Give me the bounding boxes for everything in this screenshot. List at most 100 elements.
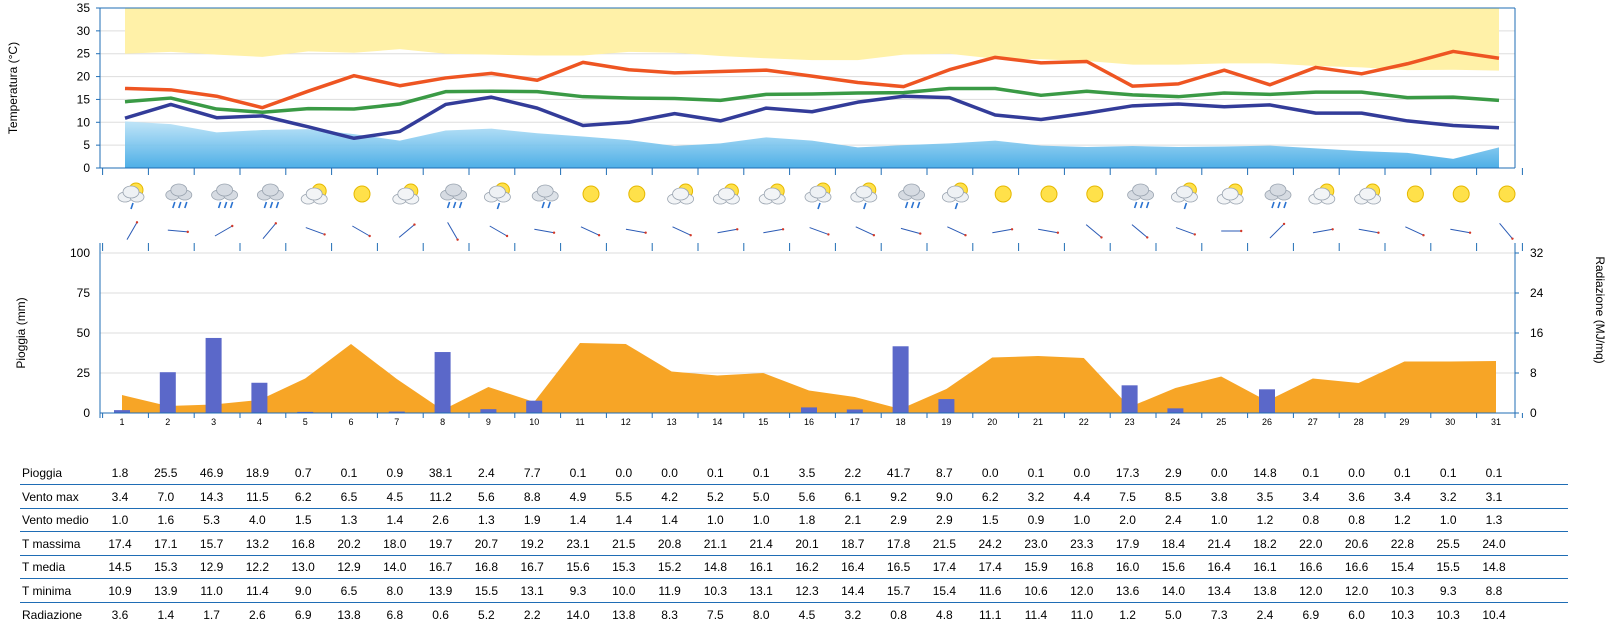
rain-drop [1133, 201, 1138, 209]
table-cell: 18.4 [1161, 536, 1186, 551]
rain-xtick-label: 25 [1216, 417, 1226, 427]
rain-drop [916, 201, 921, 209]
rain-xtick-label: 19 [941, 417, 951, 427]
radiation-ytick-label: 16 [1530, 326, 1544, 340]
table-cell: 0.1 [1439, 466, 1457, 480]
cloud-part [1359, 187, 1376, 201]
row-separator [20, 602, 1568, 603]
table-cell: 5.2 [707, 489, 724, 504]
table-cell: 17.4 [108, 536, 132, 551]
rain-xtick-label: 14 [712, 417, 722, 427]
table-cell: 3.1 [1485, 489, 1503, 504]
rain-xtick-label: 26 [1262, 417, 1272, 427]
sun-disc [994, 185, 1012, 203]
rain-xtick-label: 3 [211, 417, 216, 427]
partly-cloudy-icon [667, 183, 694, 205]
table-cell: 38.1 [428, 466, 453, 480]
row-separator [20, 531, 1568, 533]
rain-bar [251, 382, 268, 413]
table-cell: 11.6 [978, 584, 1002, 598]
cloudy-rain-icon [256, 183, 284, 209]
wind-direction-icon [167, 229, 188, 233]
table-cell: 6.2 [294, 489, 312, 504]
table-cell: 14.8 [1482, 560, 1506, 575]
table-cell: 1.2 [1256, 513, 1274, 528]
table-cell: 6.5 [340, 584, 358, 598]
table-cell: 2.9 [936, 513, 953, 528]
cloud-part [718, 187, 735, 201]
table-cell: 1.3 [478, 513, 495, 528]
temp-ytick-label: 10 [77, 115, 91, 129]
table-cell: 10.4 [1482, 607, 1506, 622]
wind-direction-icon [1450, 228, 1471, 234]
table-cell: 13.8 [612, 607, 636, 622]
temp-ytick-label: 35 [77, 1, 91, 15]
table-cell: 23.1 [566, 536, 590, 551]
table-cell: 24.2 [978, 536, 1002, 551]
cloud-part [445, 183, 463, 197]
cloud-part [855, 185, 873, 199]
wind-direction-icon [809, 227, 829, 235]
rain-drop [817, 202, 821, 210]
table-cell: 1.3 [340, 513, 358, 528]
partly-cloudy-icon [300, 183, 328, 205]
table-cell: 13.9 [154, 584, 178, 598]
table-cell: 11.1 [978, 607, 1002, 622]
sun-disc [1086, 185, 1104, 203]
table-cell: 4.5 [386, 489, 404, 504]
table-cell: 0.1 [1485, 466, 1503, 480]
wind-direction-icon [1499, 223, 1513, 239]
table-cell: 0.8 [1348, 513, 1365, 528]
row-label: Vento medio [22, 513, 89, 528]
table-cell: 16.0 [1115, 560, 1140, 575]
wind-direction-icon [1038, 228, 1058, 234]
table-cell: 1.0 [1439, 513, 1457, 528]
table-cell: 15.6 [566, 560, 590, 575]
cloud-part [536, 184, 554, 198]
rain-ytick-label: 100 [70, 246, 90, 260]
table-cell: 13.8 [337, 607, 361, 622]
wind-tail [1468, 231, 1472, 234]
table-cell: 1.2 [1119, 607, 1136, 622]
rain-xtick-label: 28 [1354, 417, 1364, 427]
sun-icon [353, 185, 371, 203]
table-cell: 16.5 [886, 560, 911, 575]
table-cell: 20.7 [474, 536, 499, 551]
table-cell: 20.1 [795, 536, 819, 551]
rain-drop [1139, 201, 1144, 209]
row-label: Vento max [22, 489, 79, 504]
rain-xtick-label: 10 [529, 417, 539, 427]
table-row: T minima 10.9 13.9 11.0 11.4 9.0 6.5 8.0 13.9 15.… [0, 579, 1608, 604]
table-cell: 24.0 [1482, 536, 1506, 551]
table-cell: 6.2 [981, 489, 999, 504]
table-cell: 11.2 [429, 489, 452, 504]
wind-tail [1056, 231, 1060, 234]
table-cell: 6.1 [844, 489, 862, 504]
table-cell: 0.9 [386, 466, 404, 480]
rain-xtick-label: 5 [303, 417, 308, 427]
table-cell: 16.1 [749, 560, 773, 575]
temp-ytick-label: 5 [83, 138, 90, 152]
table-cell: 2.6 [249, 607, 266, 622]
partly-cloudy-icon [713, 183, 740, 205]
cloud-part [672, 187, 689, 201]
table-cell: 3.2 [1439, 489, 1457, 504]
row-label: T media [22, 560, 66, 575]
sun-disc [1452, 185, 1470, 203]
rain-xtick-label: 20 [987, 417, 997, 427]
wind-direction-icon [900, 227, 921, 235]
rain-bar [526, 400, 543, 413]
rain-drop [130, 202, 134, 210]
wind-tail [135, 221, 139, 224]
wind-tail [1146, 236, 1149, 239]
table-cell: 23.0 [1024, 536, 1048, 551]
sun-icon [994, 185, 1012, 203]
table-cell: 14.0 [383, 560, 407, 575]
table-cell: 1.9 [523, 513, 541, 528]
wind-tail [644, 231, 647, 234]
table-cell: 16.7 [428, 560, 453, 575]
row-separator [20, 578, 1568, 580]
table-cell: 0.0 [1348, 466, 1365, 480]
table-cell: 1.4 [157, 607, 175, 622]
wind-tail [1100, 236, 1103, 239]
